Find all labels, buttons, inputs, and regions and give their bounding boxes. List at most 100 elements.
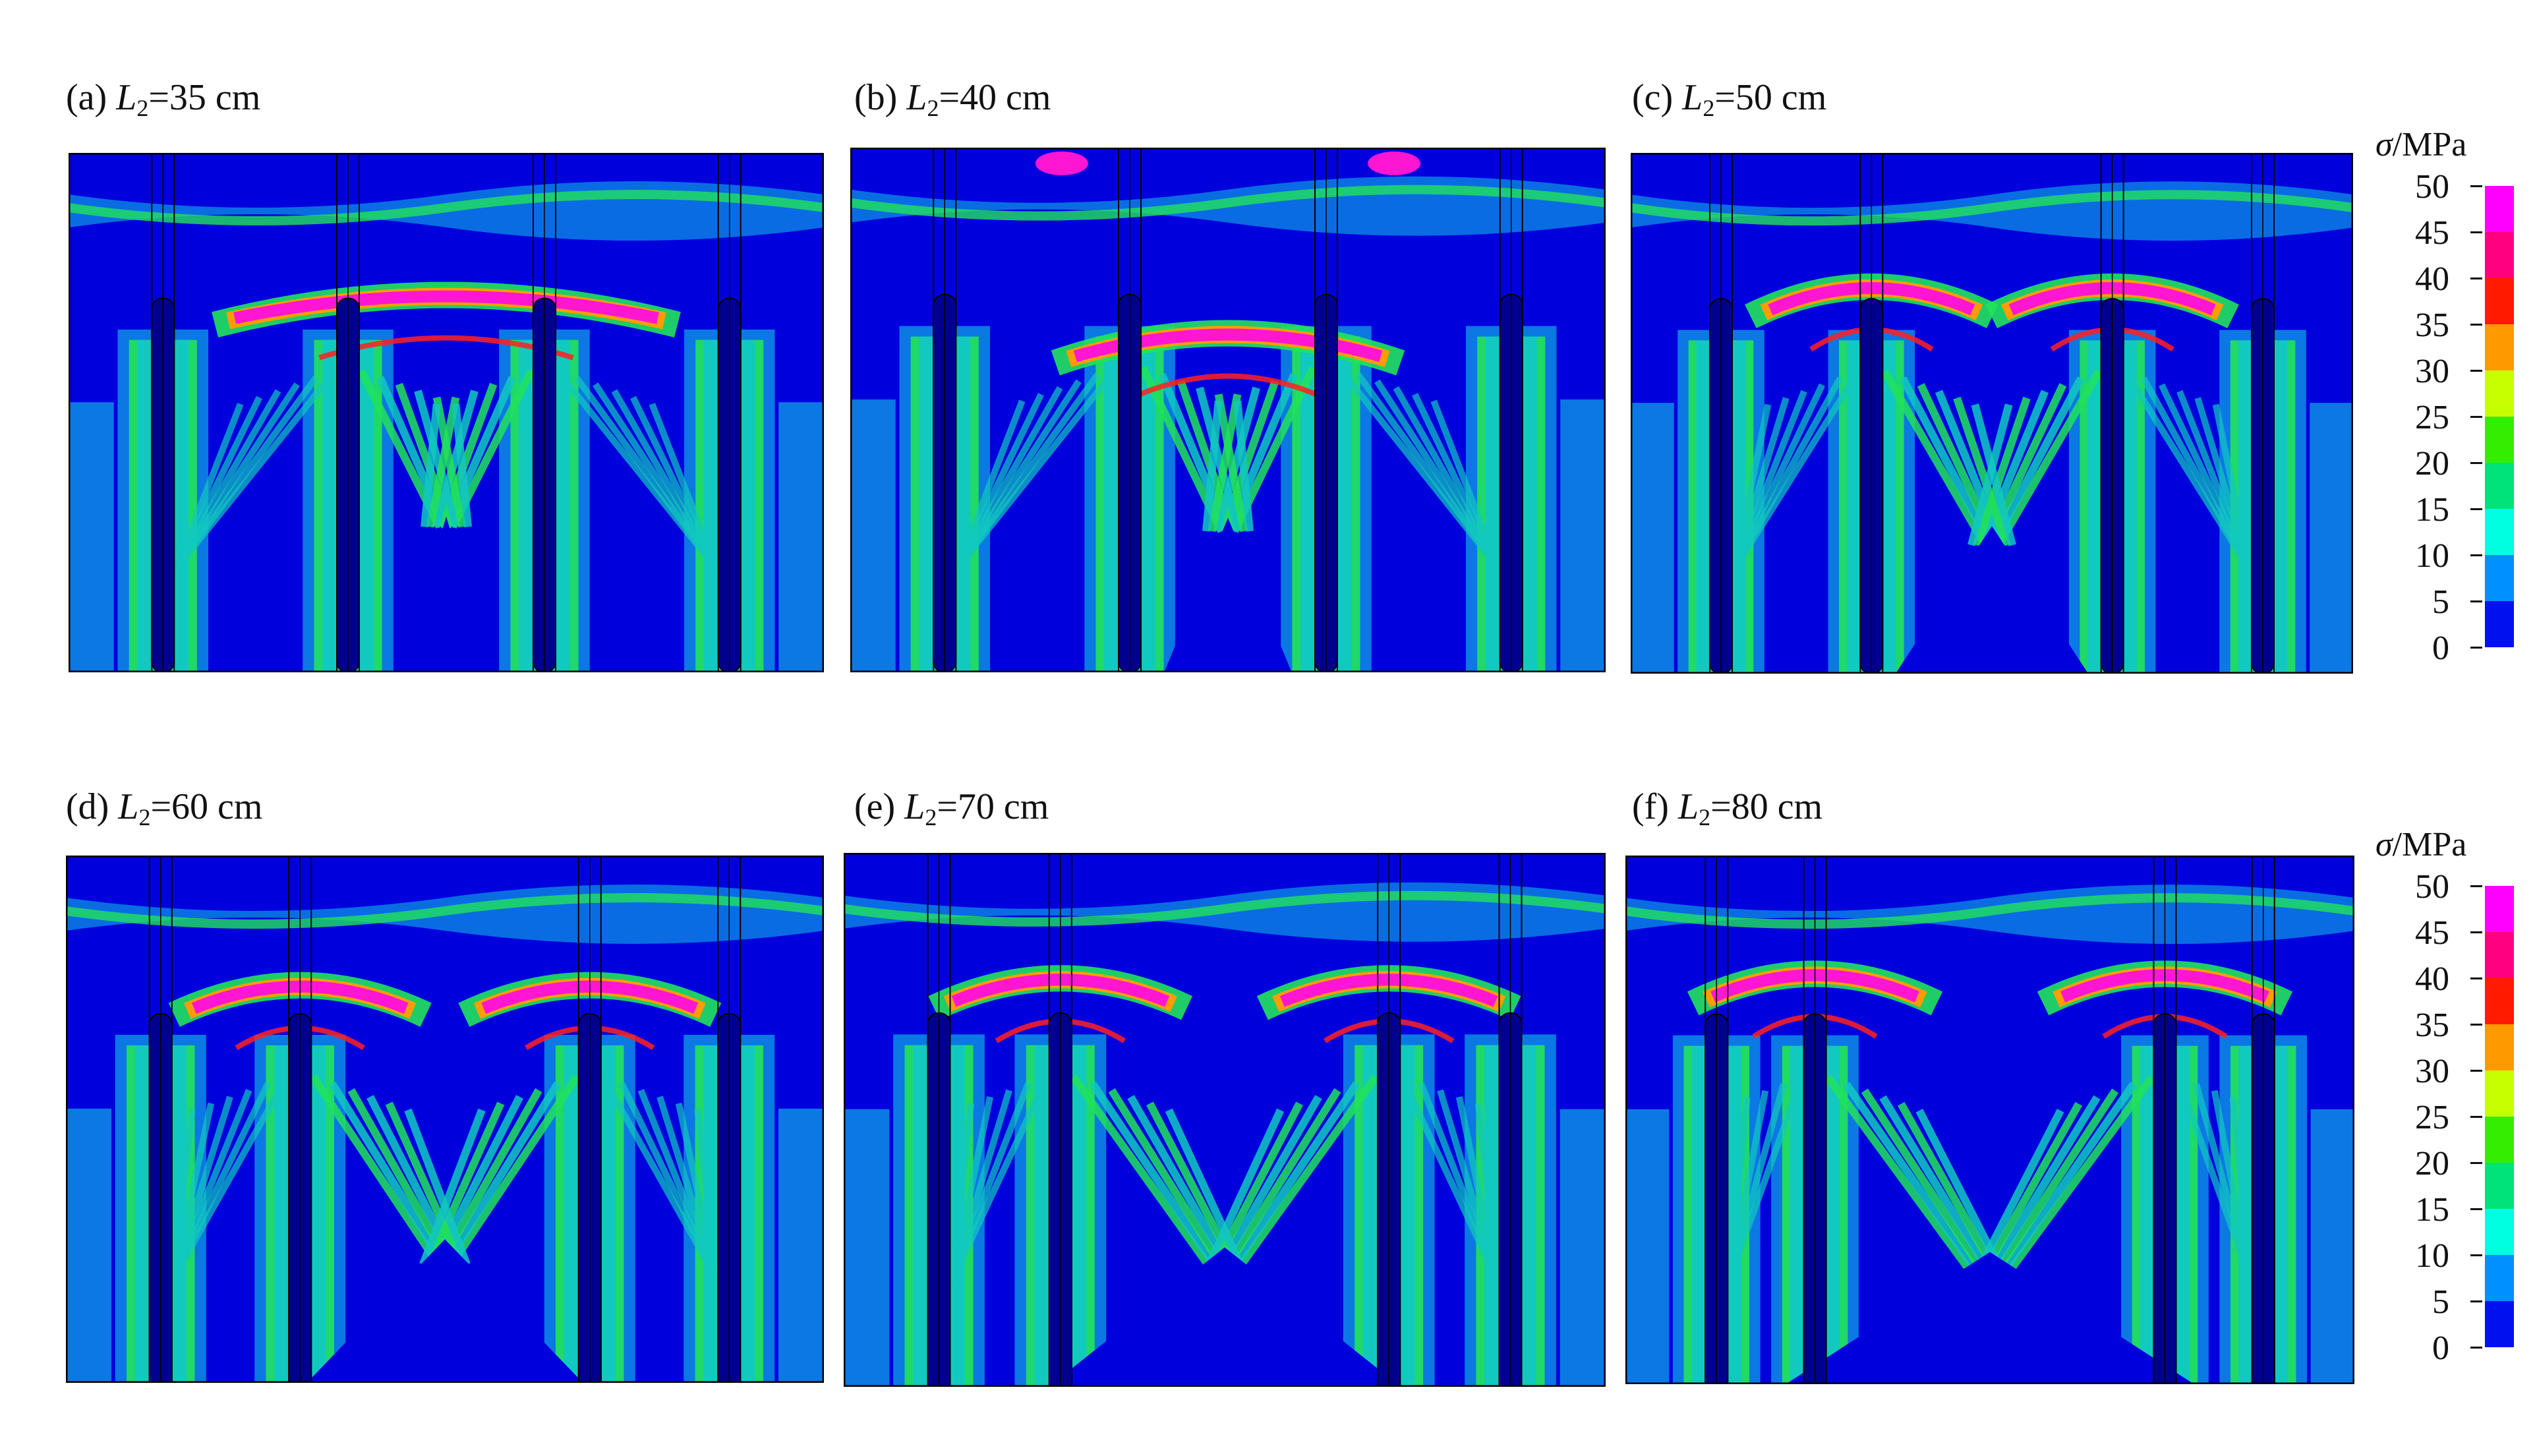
color-scale-tick-mark — [2470, 647, 2482, 649]
color-scale-title: σ/MPa — [2375, 126, 2467, 163]
panel-label-e: (e) L2=70 cm — [854, 786, 1049, 830]
plot-border — [1631, 153, 2353, 674]
field-line — [1070, 1074, 1221, 1281]
color-swatch — [2485, 601, 2514, 647]
field-line — [1953, 396, 2011, 547]
color-scale-tick-label: 40 — [2415, 260, 2449, 298]
field-line — [1214, 393, 1248, 533]
field-line — [850, 185, 1606, 221]
field-line — [1135, 373, 1321, 399]
field-line — [1993, 1075, 2155, 1292]
panel-label-d: (d) L2=60 cm — [66, 786, 263, 830]
field-region — [1048, 1247, 1401, 1387]
color-scale-tick-label: 5 — [2432, 583, 2449, 621]
color-scale-tick-label: 50 — [2415, 168, 2449, 206]
color-swatch — [2485, 278, 2514, 324]
field-line — [1208, 393, 1242, 533]
field-line — [1073, 328, 1383, 363]
color-scale-tick-mark — [2470, 1347, 2482, 1349]
field-line — [1233, 400, 1254, 532]
color-swatch — [2485, 463, 2514, 509]
color-scale-tick-label: 35 — [2415, 306, 2449, 344]
color-scale-tick-mark — [2470, 1162, 2482, 1164]
field-line — [425, 1101, 505, 1266]
color-scale-tick-label: 30 — [2415, 353, 2449, 390]
field-line — [694, 1109, 720, 1278]
color-swatch — [2485, 932, 2514, 978]
panel-label-a: (a) L2=35 cm — [66, 77, 261, 121]
field-line — [1982, 1088, 2119, 1291]
contour-plot-f — [1625, 856, 2354, 1384]
panel-label-b: (b) L2=40 cm — [854, 77, 1051, 121]
field-region — [1786, 1252, 2194, 1384]
color-swatch — [2485, 1070, 2514, 1117]
color-scale-top: σ/MPa 50 45 40 35 30 25 20 15 10 5 0 — [2346, 125, 2535, 685]
plot-border — [844, 853, 1606, 1387]
field-line — [1202, 400, 1223, 532]
color-scale-title: σ/MPa — [2375, 826, 2467, 863]
field-line — [419, 1108, 486, 1266]
color-scale-tick-mark — [2470, 185, 2482, 187]
color-scale-tick-label: 25 — [2415, 399, 2449, 436]
color-swatch — [2485, 1024, 2514, 1070]
field-line — [432, 390, 479, 529]
field-line — [1731, 403, 1772, 571]
field-line — [170, 1109, 196, 1278]
field-line — [844, 890, 1606, 927]
field-spot — [1368, 151, 1421, 175]
field-line — [1881, 369, 1989, 548]
field-line — [1196, 386, 1242, 533]
field-line — [1824, 1075, 1987, 1292]
color-scale-tick-mark — [2470, 1070, 2482, 1072]
color-scale-tick-label: 5 — [2432, 1283, 2449, 1321]
color-scale-tick-mark — [2470, 1300, 2482, 1302]
field-region — [1559, 1109, 1606, 1387]
color-swatch — [2485, 1209, 2514, 1255]
plot-border — [69, 153, 824, 672]
field-line — [1976, 1095, 2101, 1291]
field-region — [401, 516, 492, 672]
field-line — [452, 403, 472, 527]
color-scale-tick-label: 50 — [2415, 868, 2449, 906]
color-scale-tick-label: 40 — [2415, 960, 2449, 998]
field-line — [432, 396, 467, 528]
field-line — [1879, 1095, 2004, 1291]
field-line — [426, 396, 460, 528]
color-scale-tick-mark — [2470, 416, 2482, 418]
color-swatch — [2485, 1117, 2514, 1163]
field-line — [1199, 1108, 1285, 1281]
field-line — [69, 190, 824, 226]
field-line — [1108, 1088, 1233, 1281]
color-scale-tick-mark — [2470, 231, 2482, 233]
color-scale-tick-mark — [2470, 554, 2482, 556]
color-swatch — [2485, 978, 2514, 1024]
color-scale-tick-label: 35 — [2415, 1006, 2449, 1044]
field-line — [233, 290, 659, 324]
color-scale-tick-mark — [2470, 600, 2482, 602]
field-line — [1213, 386, 1260, 533]
color-scale-tick-label: 10 — [2415, 1237, 2449, 1275]
color-swatch — [2485, 555, 2514, 601]
field-line — [1861, 1088, 1998, 1291]
color-scale-tick-mark — [2470, 1024, 2482, 1026]
field-line — [1843, 1082, 1993, 1292]
field-line — [414, 390, 461, 529]
field-spot — [1035, 151, 1088, 175]
color-scale-tick-label: 10 — [2415, 537, 2449, 575]
contour-plot-b — [850, 148, 1606, 672]
color-scale-tick-mark — [2470, 462, 2482, 464]
field-line — [954, 399, 1026, 569]
field-region — [850, 399, 896, 672]
color-swatch — [2485, 1301, 2514, 1347]
color-scale-tick-label: 20 — [2415, 1145, 2449, 1182]
color-scale-tick-label: 25 — [2415, 1099, 2449, 1136]
color-scale-tick-label: 0 — [2432, 1329, 2449, 1367]
field-line — [448, 1074, 580, 1267]
field-line — [1216, 1088, 1341, 1281]
field-line — [1222, 1081, 1360, 1281]
field-line — [1165, 1108, 1250, 1281]
color-scale-tick-mark — [2470, 931, 2482, 933]
field-line — [173, 403, 244, 570]
field-region — [2310, 1109, 2354, 1384]
color-scale-bottom: σ/MPa 50 45 40 35 30 25 20 15 10 5 0 — [2346, 825, 2535, 1385]
